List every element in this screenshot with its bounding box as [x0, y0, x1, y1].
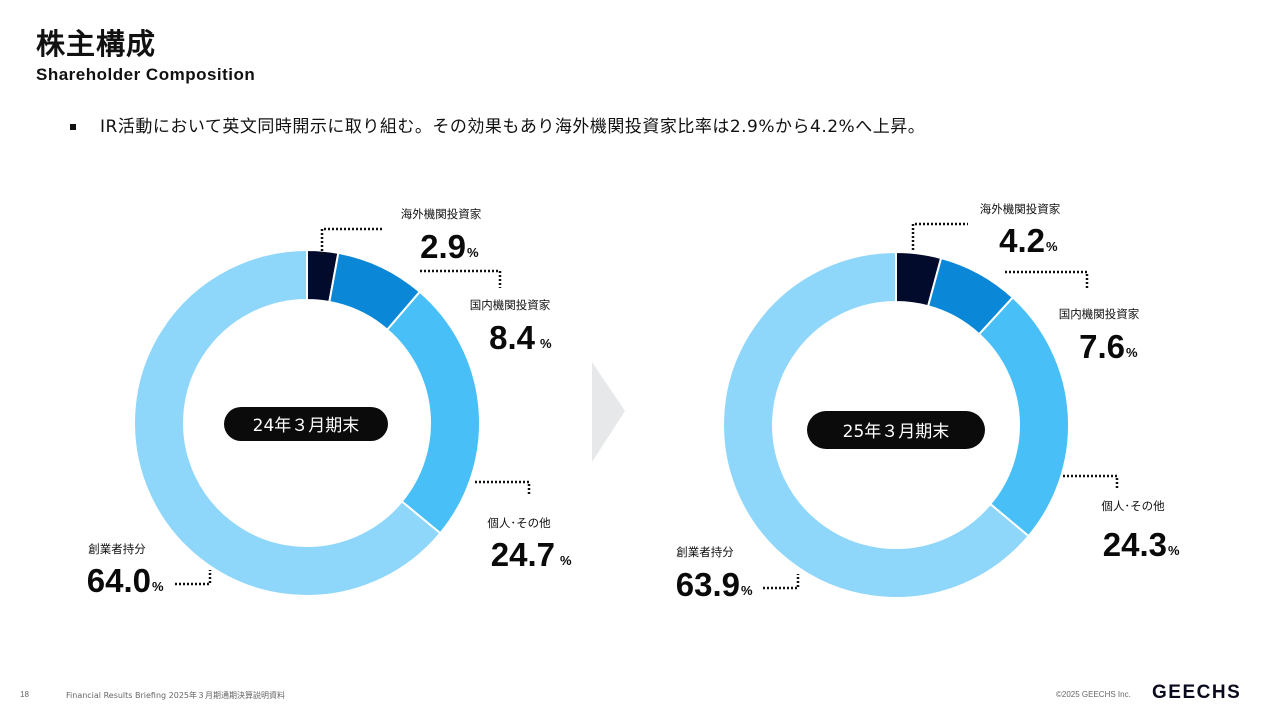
category-label-founder-2: 創業者持分: [676, 545, 734, 559]
value-label-domestic-1: 8.4: [489, 319, 536, 356]
leader-line-foreign-1: [320, 227, 384, 255]
bullet-text: IR活動において英文同時開示に取り組む。その効果もあり海外機関投資家比率は2.9…: [100, 117, 926, 137]
category-label-founder-1: 創業者持分: [88, 542, 146, 556]
unit-label-founder-1: %: [152, 579, 164, 594]
value-label-founder-1: 64.0: [87, 562, 151, 599]
footer-copyright: ©2025 GEECHS Inc.: [1056, 690, 1131, 699]
donut-slice-founder-1: [133, 248, 442, 597]
category-label-domestic-2: 国内機関投資家: [1059, 307, 1140, 321]
page-number: 18: [20, 690, 29, 699]
period-badge-2: [807, 411, 985, 449]
bullet-square-icon: [70, 123, 76, 130]
footer-doc-title: Financial Results Briefing 2025年３月期通期決算説…: [66, 691, 286, 700]
leader-line-foreign-2: [911, 222, 968, 250]
category-label-foreign-1: 海外機関投資家: [401, 207, 482, 221]
leader-line-founder-1: [175, 570, 212, 586]
value-label-foreign-1: 2.9: [420, 228, 466, 265]
page-title: 株主構成: [36, 27, 157, 61]
value-label-founder-2: 63.9: [676, 566, 740, 603]
unit-label-individual-2: %: [1168, 543, 1180, 558]
value-label-domestic-2: 7.6: [1079, 328, 1125, 365]
period-badge-1: [224, 407, 388, 441]
unit-label-founder-2: %: [741, 583, 753, 598]
value-label-foreign-2: 4.2: [999, 222, 1045, 259]
value-label-individual-2: 24.3: [1103, 526, 1167, 563]
category-label-individual-1: 個人･その他: [487, 516, 551, 530]
unit-label-foreign-1: %: [467, 245, 479, 260]
leader-line-domestic-2: [1005, 270, 1089, 289]
category-label-foreign-2: 海外機関投資家: [980, 202, 1061, 216]
leader-line-domestic-1: [420, 269, 502, 288]
leader-line-individual-2: [1063, 474, 1119, 488]
value-label-individual-1: 24.7: [491, 536, 555, 573]
unit-label-individual-1: %: [560, 553, 572, 568]
transition-arrow-icon: [592, 362, 625, 462]
leader-line-founder-2: [763, 574, 800, 590]
company-logo: GEECHS: [1152, 682, 1242, 703]
donut-slice-individual-1: [385, 290, 481, 535]
bullet-point: IR活動において英文同時開示に取り組む。その効果もあり海外機関投資家比率は2.9…: [70, 112, 925, 137]
leader-line-individual-1: [475, 480, 531, 494]
page-subtitle: Shareholder Composition: [36, 65, 256, 84]
unit-label-foreign-2: %: [1046, 239, 1058, 254]
donut-slice-individual-2: [977, 295, 1070, 538]
unit-label-domestic-1: %: [540, 336, 552, 351]
donut-slice-founder-2: [721, 250, 1031, 599]
unit-label-domestic-2: %: [1126, 345, 1138, 360]
category-label-individual-2: 個人･その他: [1101, 499, 1165, 513]
period-label-2: 25年３月期末: [843, 422, 950, 442]
period-label-1: 24年３月期末: [253, 416, 360, 436]
category-label-domestic-1: 国内機関投資家: [470, 298, 551, 312]
